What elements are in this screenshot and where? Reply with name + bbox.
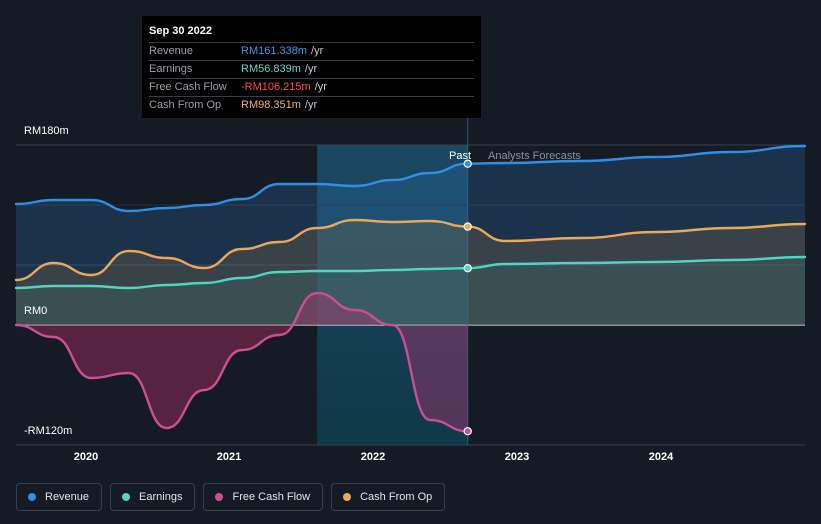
- area-revenue: [16, 146, 805, 325]
- point-cash-from-op: [463, 222, 472, 231]
- tooltip-unit: /yr: [304, 63, 318, 75]
- tooltip-label: Revenue: [149, 45, 194, 57]
- line-free-cash-flow: [14, 291, 469, 433]
- x-tick-label-2024: 2024: [648, 451, 674, 463]
- x-tick-label-2022: 2022: [360, 451, 386, 463]
- point-revenue: [463, 159, 472, 168]
- tooltip-row-cash-from-op: Cash From Op RM98.351m /yr: [149, 97, 474, 114]
- tooltip-unit: /yr: [304, 99, 318, 111]
- tooltip-row-earnings: Earnings RM56.839m /yr: [149, 61, 474, 79]
- tooltip-unit: /yr: [314, 81, 327, 93]
- area-free-cash-flow: [16, 293, 468, 432]
- legend-item-free-cash-flow[interactable]: Free Cash Flow: [203, 483, 324, 511]
- y-tick-label-top: RM180m: [24, 125, 69, 137]
- legend-dot-icon: [215, 493, 224, 501]
- tooltip-value: RM56.839m: [241, 63, 301, 75]
- legend-dot-icon: [122, 493, 131, 501]
- highlight-region: [317, 145, 468, 445]
- x-tick-label-2021: 2021: [216, 451, 242, 463]
- y-tick-label-bottom: -RM120m: [24, 425, 73, 437]
- tooltip-date: Sep 30 2022: [149, 24, 474, 43]
- point-free-cash-flow: [463, 427, 472, 436]
- tooltip: Sep 30 2022 Revenue RM161.338m /yr Earni…: [142, 16, 481, 118]
- legend-label: Cash From Op: [360, 491, 433, 503]
- legend-item-earnings[interactable]: Earnings: [110, 483, 196, 511]
- tooltip-row-revenue: Revenue RM161.338m /yr: [149, 43, 474, 61]
- tooltip-label: Cash From Op: [149, 99, 222, 111]
- legend-item-cash-from-op[interactable]: Cash From Op: [331, 483, 446, 511]
- tooltip-value: RM161.338m: [241, 45, 308, 57]
- tooltip-value: RM98.351m: [241, 99, 301, 111]
- tooltip-unit: /yr: [311, 45, 324, 57]
- area-earnings: [16, 257, 805, 325]
- past-label: Past: [449, 150, 472, 162]
- legend-dot-icon: [28, 493, 36, 501]
- line-earnings: [14, 255, 807, 290]
- legend: Revenue Earnings Free Cash Flow Cash Fro…: [16, 483, 446, 511]
- line-revenue: [14, 144, 807, 213]
- forecast-label: Analysts Forecasts: [488, 150, 581, 162]
- legend-dot-icon: [343, 493, 352, 501]
- legend-label: Free Cash Flow: [232, 491, 311, 503]
- legend-label: Earnings: [139, 491, 183, 503]
- tooltip-label: Free Cash Flow: [149, 81, 227, 93]
- area-cash-from-op: [16, 220, 805, 325]
- x-tick-label-2023: 2023: [504, 451, 530, 463]
- tooltip-label: Earnings: [149, 63, 193, 75]
- tooltip-row-free-cash-flow: Free Cash Flow -RM106.215m /yr: [149, 79, 474, 97]
- legend-label: Revenue: [45, 491, 90, 503]
- x-tick-label-2020: 2020: [73, 451, 99, 463]
- tooltip-value: -RM106.215m: [241, 81, 311, 93]
- y-tick-label-zero: RM0: [24, 305, 48, 317]
- point-earnings: [463, 264, 472, 273]
- legend-item-revenue[interactable]: Revenue: [16, 483, 103, 511]
- line-cash-from-op: [14, 218, 807, 282]
